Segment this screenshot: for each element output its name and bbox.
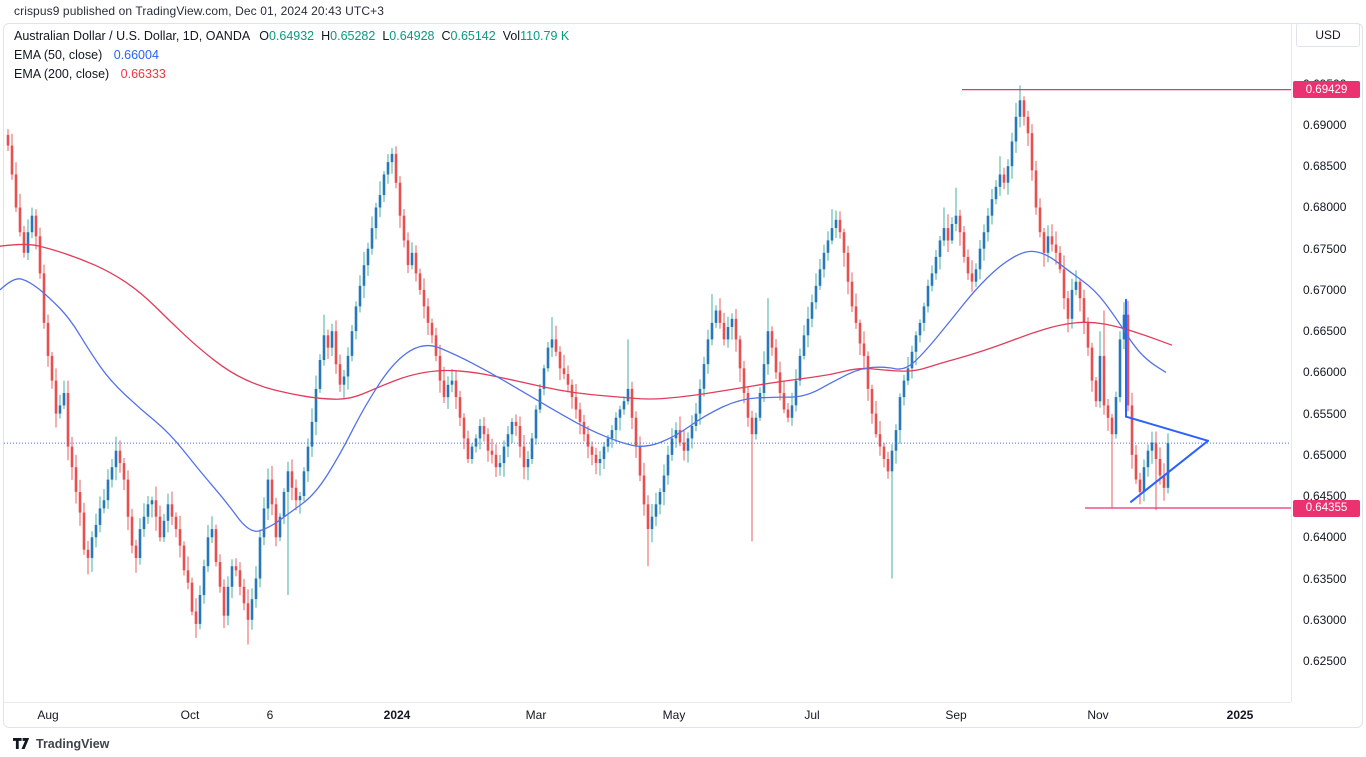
price-tick-label: 0.69000 xyxy=(1303,118,1347,132)
tradingview-logo[interactable]: TradingView xyxy=(13,737,109,751)
time-axis-separator xyxy=(4,702,1291,703)
price-level-badge: 0.69429 xyxy=(1293,81,1360,99)
time-tick-label: Nov xyxy=(1087,708,1109,722)
price-tick-label: 0.66500 xyxy=(1303,324,1347,339)
ema200-legend-row[interactable]: EMA (200, close) 0.66333 xyxy=(14,65,569,84)
time-tick-label: Oct xyxy=(180,708,200,722)
ema200-value: 0.66333 xyxy=(120,67,166,81)
time-tick-label: Jul xyxy=(804,708,820,722)
ohlc-field-vol: Vol110.79 K xyxy=(502,29,570,43)
price-tick-label: 0.64000 xyxy=(1303,530,1347,545)
price-tick-label: 0.63000 xyxy=(1303,612,1347,627)
ohlc-field-l: L0.64928 xyxy=(382,29,435,43)
legend: Australian Dollar / U.S. Dollar, 1D, OAN… xyxy=(14,27,569,84)
time-tick-label: 2025 xyxy=(1226,708,1254,722)
ohlc-field-c: C0.65142 xyxy=(441,29,496,43)
publish-caption: crispus9 published on TradingView.com, D… xyxy=(14,4,384,18)
price-tick-label: 0.67500 xyxy=(1303,241,1347,256)
symbol-legend-row[interactable]: Australian Dollar / U.S. Dollar, 1D, OAN… xyxy=(14,27,569,46)
price-tick-label: 0.65500 xyxy=(1303,406,1347,421)
price-tick-label: 0.62500 xyxy=(1303,654,1347,668)
price-tick-label: 0.66000 xyxy=(1303,365,1347,380)
ema200-label: EMA (200, close) xyxy=(14,67,110,81)
time-tick-label: Sep xyxy=(945,708,967,722)
ema50-value: 0.66004 xyxy=(113,48,159,62)
ohlc-field-o: O0.64932 xyxy=(259,29,315,43)
price-axis-separator xyxy=(1291,24,1292,702)
time-tick-label: 2024 xyxy=(383,708,411,722)
ohlc-field-h: H0.65282 xyxy=(321,29,376,43)
time-tick-label: Aug xyxy=(37,708,59,722)
time-tick-label: 6 xyxy=(266,708,274,722)
ema50-legend-row[interactable]: EMA (50, close) 0.66004 xyxy=(14,46,569,65)
price-tick-label: 0.65000 xyxy=(1303,447,1347,462)
price-tick-label: 0.63500 xyxy=(1303,571,1347,586)
ema200-line xyxy=(0,243,1173,400)
symbol-title[interactable]: Australian Dollar / U.S. Dollar, 1D, OAN… xyxy=(14,29,251,43)
triangle-upper-edge xyxy=(1126,415,1209,442)
time-tick-label: Mar xyxy=(525,708,547,722)
price-level-badge: 0.64355 xyxy=(1293,499,1360,517)
currency-button[interactable]: USD xyxy=(1296,23,1360,47)
triangle-lower-edge xyxy=(1130,439,1209,503)
price-tick-label: 0.68000 xyxy=(1303,200,1347,215)
candles-layer xyxy=(6,85,1170,645)
ema50-label: EMA (50, close) xyxy=(14,48,103,62)
time-tick-label: May xyxy=(662,708,686,722)
price-tick-label: 0.68500 xyxy=(1303,159,1347,174)
tradingview-logo-text: TradingView xyxy=(36,737,110,751)
ema50-line xyxy=(0,250,1167,532)
price-tick-label: 0.67000 xyxy=(1303,282,1347,297)
tradingview-logo-icon xyxy=(13,738,30,749)
